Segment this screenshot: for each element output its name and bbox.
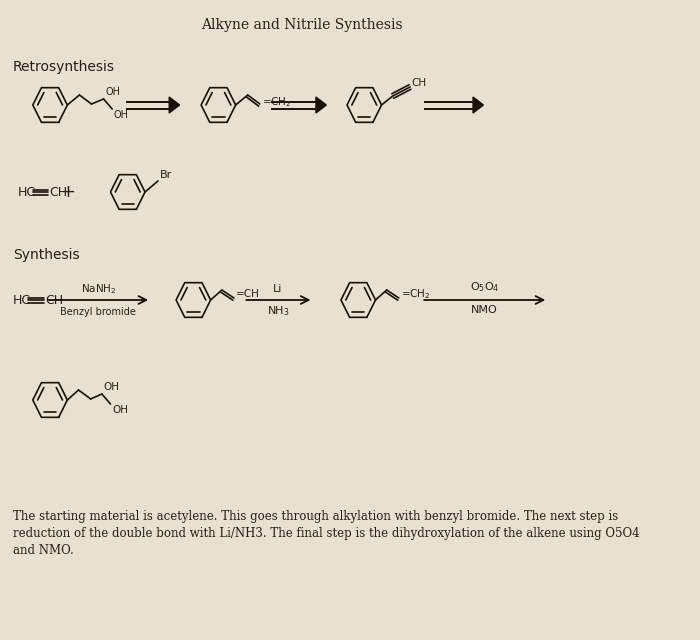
Text: OH: OH xyxy=(105,87,120,97)
Polygon shape xyxy=(169,97,179,113)
Text: O$_5$O$_4$: O$_5$O$_4$ xyxy=(470,280,499,294)
Text: CH: CH xyxy=(45,294,63,307)
Text: OH: OH xyxy=(104,382,120,392)
Text: Synthesis: Synthesis xyxy=(13,248,80,262)
Text: HC: HC xyxy=(13,294,31,307)
Text: CH: CH xyxy=(412,78,427,88)
Text: and NMO.: and NMO. xyxy=(13,544,74,557)
Text: NaNH$_2$: NaNH$_2$ xyxy=(80,282,116,296)
Text: Li: Li xyxy=(273,284,283,294)
Text: OH: OH xyxy=(114,110,129,120)
Text: =CH: =CH xyxy=(236,289,260,299)
Text: Retrosynthesis: Retrosynthesis xyxy=(13,60,115,74)
Text: NMO: NMO xyxy=(471,305,498,315)
Text: Alkyne and Nitrile Synthesis: Alkyne and Nitrile Synthesis xyxy=(202,18,403,32)
Text: Br: Br xyxy=(160,170,172,180)
Polygon shape xyxy=(473,97,484,113)
Text: NH$_3$: NH$_3$ xyxy=(267,304,289,318)
Text: =CH$_2$: =CH$_2$ xyxy=(262,95,291,109)
Text: =CH$_2$: =CH$_2$ xyxy=(400,287,430,301)
Text: The starting material is acetylene. This goes through alkylation with benzyl bro: The starting material is acetylene. This… xyxy=(13,510,618,523)
Text: +: + xyxy=(60,183,75,201)
Text: reduction of the double bond with Li/NH3. The final step is the dihydroxylation : reduction of the double bond with Li/NH3… xyxy=(13,527,640,540)
Text: OH: OH xyxy=(112,405,128,415)
Polygon shape xyxy=(316,97,326,113)
Text: CH: CH xyxy=(49,186,67,198)
Text: Benzyl bromide: Benzyl bromide xyxy=(60,307,136,317)
Text: HC: HC xyxy=(18,186,36,198)
